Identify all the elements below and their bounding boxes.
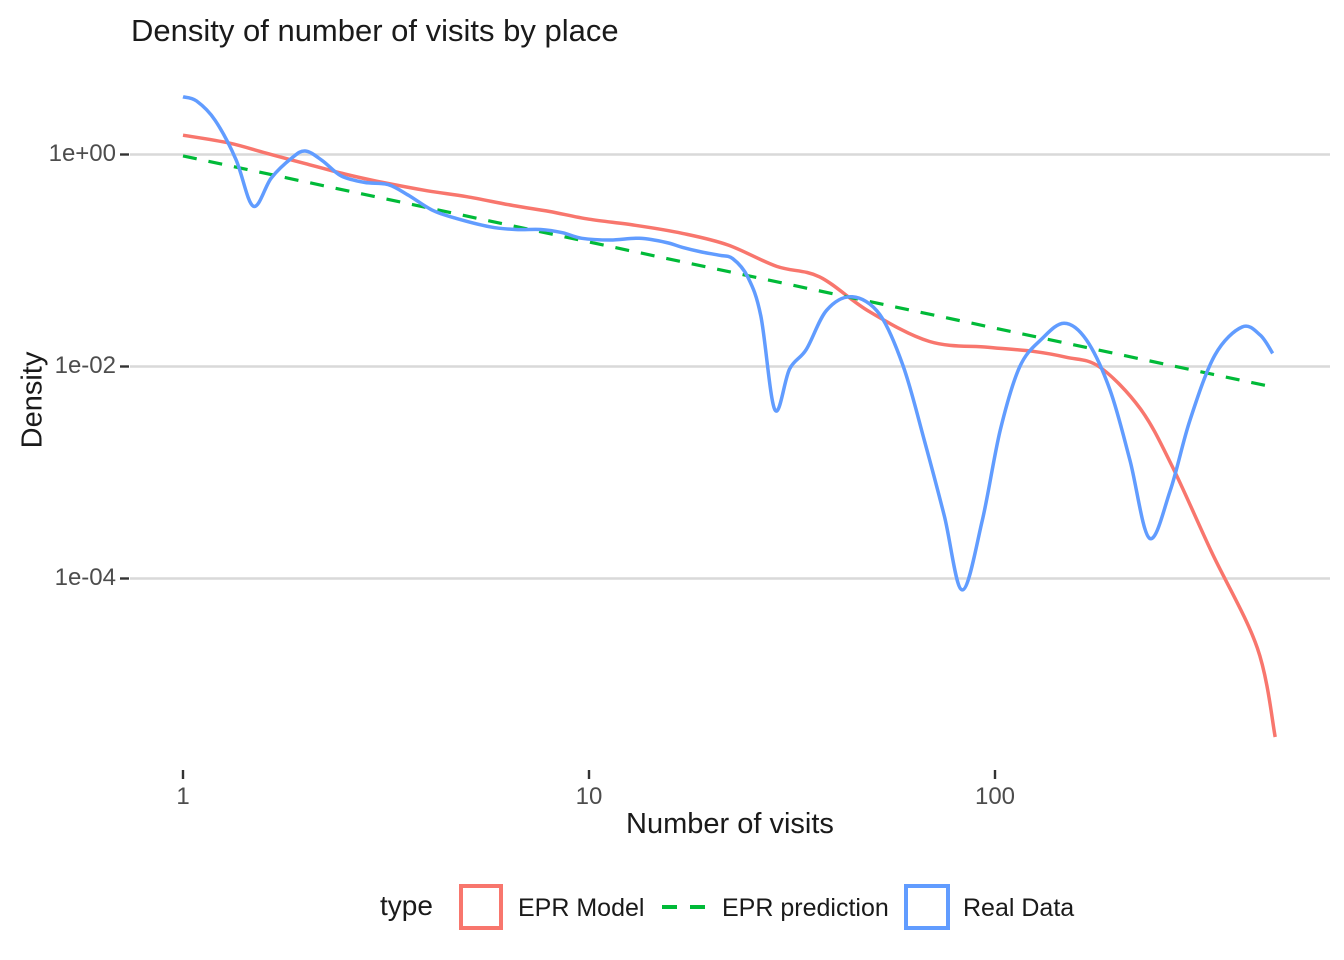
legend-key-epr-model [459,884,503,930]
legend-key-epr-prediction [662,905,716,909]
y-tick-label-1e04: 1e-04 [54,564,116,591]
y-tick-label-1e02: 1e-02 [54,352,116,379]
legend-label-real-data: Real Data [963,894,1075,922]
plot-title: Density of number of visits by place [131,13,619,48]
y-axis-title: Density [16,351,49,449]
x-axis-title: Number of visits [626,808,834,840]
y-tick-label-1e00: 1e+00 [48,140,116,167]
series-line-real-data [182,95,1275,592]
legend-label-epr-prediction: EPR prediction [722,894,889,922]
series-line-epr-prediction [182,154,1274,389]
x-tick-label-1: 1 [176,783,190,810]
legend-label-epr-model: EPR Model [518,894,645,922]
x-tick-label-10: 10 [575,783,603,810]
legend-title: type [380,890,433,921]
series-line-epr-model [182,133,1277,738]
legend-key-real-data [904,884,950,930]
x-tick-label-100: 100 [974,783,1016,810]
